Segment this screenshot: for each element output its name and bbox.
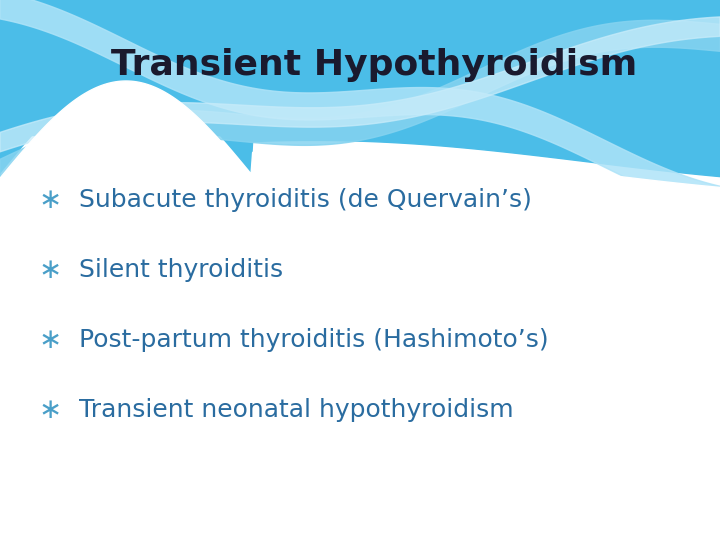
Text: Subacute thyroiditis (de Quervain’s): Subacute thyroiditis (de Quervain’s) bbox=[79, 188, 532, 212]
Text: Post-partum thyroiditis (Hashimoto’s): Post-partum thyroiditis (Hashimoto’s) bbox=[79, 328, 549, 352]
Text: Silent thyroiditis: Silent thyroiditis bbox=[79, 258, 284, 282]
Text: ∗: ∗ bbox=[39, 326, 62, 354]
Text: Transient Hypothyroidism: Transient Hypothyroidism bbox=[112, 48, 637, 82]
Text: ∗: ∗ bbox=[39, 256, 62, 284]
Text: ∗: ∗ bbox=[39, 186, 62, 214]
Text: Transient neonatal hypothyroidism: Transient neonatal hypothyroidism bbox=[79, 399, 514, 422]
Text: ∗: ∗ bbox=[39, 396, 62, 424]
